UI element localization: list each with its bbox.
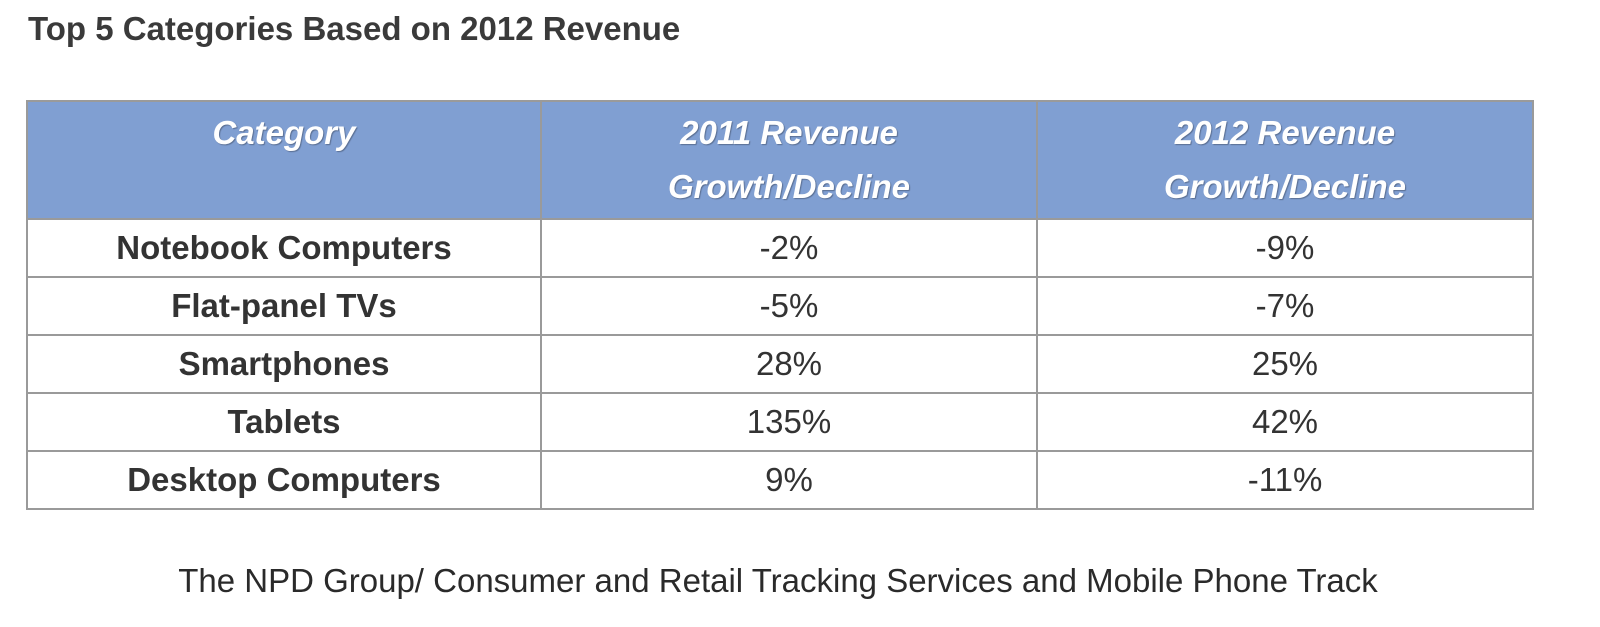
header-text: Growth/Decline [667,168,911,205]
header-row: Category 2011 Revenue Growth/Decline 2012 R… [26,100,1534,220]
value-cell: 42% [1036,392,1534,452]
table-row: Smartphones 28% 25% [26,334,1534,394]
table-body: Notebook Computers -2% -9% Flat-panel TVs -5… [26,218,1534,510]
value-cell: 9% [540,450,1038,510]
header-cell: 2012 Revenue Growth/Decline [1036,100,1534,220]
category-cell: Notebook Computers [26,218,542,278]
value-cell: -11% [1036,450,1534,510]
value-cell: -2% [540,218,1038,278]
value-cell: 28% [540,334,1038,394]
table-row: Flat-panel TVs -5% -7% [26,276,1534,336]
header-text: Category [212,114,356,151]
source-note: The NPD Group/ Consumer and Retail Track… [178,562,1378,599]
category-cell: Flat-panel TVs [26,276,542,336]
header-text: 2012 Revenue [1174,114,1396,151]
table: Category 2011 Revenue Growth/Decline 2012 R… [26,100,1534,510]
title: Top 5 Categories Based on 2012 Revenue [28,10,681,47]
header-cell: Category [26,100,542,220]
table-row: Desktop Computers 9% -11% [26,450,1534,510]
value-cell: -7% [1036,276,1534,336]
header-text: Growth/Decline [1163,168,1407,205]
header-cell: 2011 Revenue Growth/Decline [540,100,1038,220]
value-cell: -5% [540,276,1038,336]
category-cell: Desktop Computers [26,450,542,510]
table-row: Tablets 135% 42% [26,392,1534,452]
value-cell: 25% [1036,334,1534,394]
table-row: Notebook Computers -2% -9% [26,218,1534,278]
value-cell: -9% [1036,218,1534,278]
category-cell: Smartphones [26,334,542,394]
header-text: 2011 Revenue [680,114,898,151]
value-cell: 135% [540,392,1038,452]
category-cell: Tablets [26,392,542,452]
